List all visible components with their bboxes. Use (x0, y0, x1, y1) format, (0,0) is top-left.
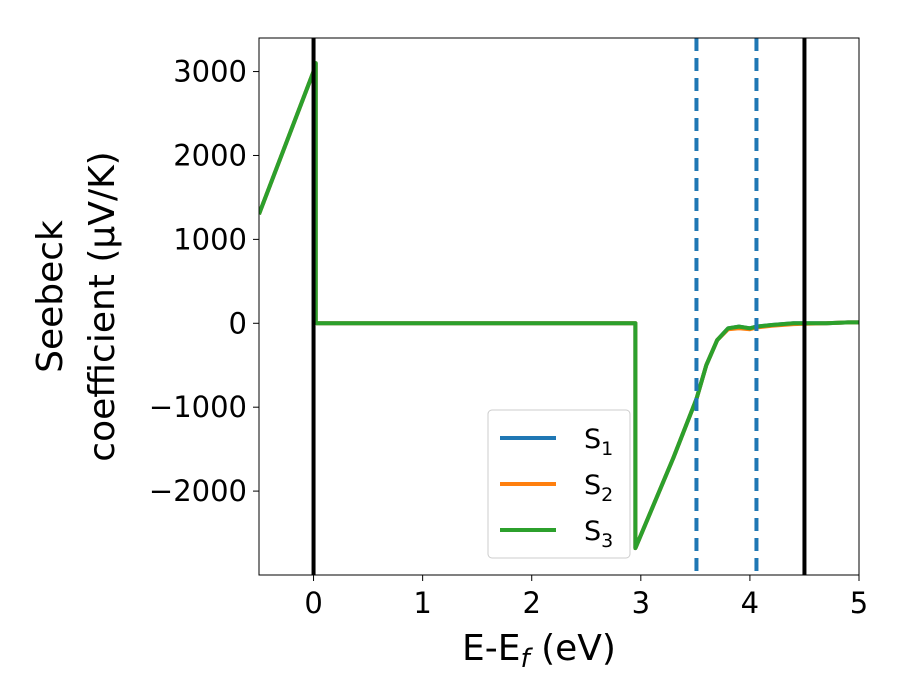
plot-frame (258, 37, 860, 576)
legend-label-s3: S3 (584, 516, 613, 552)
series-line-s3 (259, 61, 859, 551)
legend-label-sub: 1 (601, 438, 613, 460)
legend-box (487, 409, 631, 559)
y-axis-label-line1: Seebeck (30, 220, 71, 373)
y-tick-label: 1000 (173, 222, 247, 256)
y-tick-label: 2000 (173, 138, 247, 172)
x-tick-label: 5 (850, 586, 868, 620)
legend-label-main: S (584, 470, 601, 501)
legend-label-main: S (584, 424, 601, 455)
y-tick-label: −2000 (149, 474, 247, 508)
y-axis-label-line2: coefficient (μV/K) (82, 151, 123, 461)
legend-label-s2: S2 (584, 470, 613, 506)
plot-lines (259, 38, 859, 575)
y-axis-label: Seebeck coefficient (μV/K) (30, 151, 123, 461)
x-axis-label-main: E-E (462, 628, 520, 669)
y-tick-label: 3000 (173, 55, 247, 89)
x-axis-ticks: 0 1 2 3 4 5 (304, 575, 868, 620)
x-tick-label: 4 (741, 586, 759, 620)
legend-label-sub: 3 (601, 530, 613, 552)
x-tick-label: 0 (304, 586, 322, 620)
x-tick-label: 1 (413, 586, 431, 620)
legend-label-main: S (584, 516, 601, 547)
x-axis-label-unit: (eV) (530, 628, 616, 669)
x-tick-label: 2 (523, 586, 541, 620)
y-tick-label: −1000 (149, 390, 247, 424)
x-tick-label: 3 (632, 586, 650, 620)
x-axis-label: E-Ef (eV) (462, 628, 616, 674)
legend-label-sub: 2 (601, 484, 613, 506)
y-axis-ticks: −2000 −1000 0 1000 2000 3000 (149, 55, 259, 508)
y-tick-label: 0 (229, 306, 247, 340)
legend-label-s1: S1 (584, 424, 613, 460)
